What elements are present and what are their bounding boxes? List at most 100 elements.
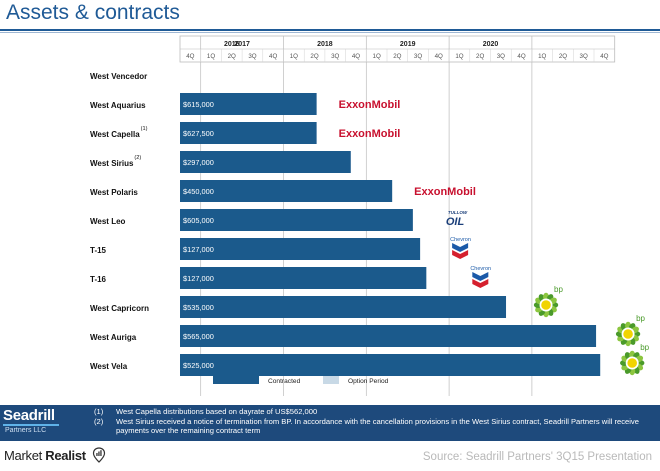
quarter-tick-label: 2Q — [310, 53, 318, 60]
quarter-tick-label: 1Q — [373, 53, 381, 60]
contract-bar — [180, 267, 427, 289]
footnote-text: West Capella distributions based on dayr… — [116, 407, 318, 416]
contract-bar — [180, 354, 601, 376]
dayrate-label: $535,000 — [183, 303, 214, 312]
quarter-tick-label: 2Q — [476, 53, 484, 60]
footnote-1: (1) West Capella distributions based on … — [94, 407, 654, 417]
tullow-logo-top: TULLOW — [448, 210, 468, 215]
quarter-tick-label: 1Q — [290, 53, 298, 60]
title-divider-thin — [0, 32, 660, 33]
footnote-number: (1) — [94, 407, 104, 416]
quarter-tick-label: 3Q — [331, 53, 339, 60]
legend-swatch-contracted — [213, 376, 259, 384]
year-label: 2016 — [224, 41, 240, 48]
rig-name: West Capricorn — [90, 304, 149, 313]
seadrill-logo: Seadrill Partners LLC — [3, 407, 65, 439]
quarter-tick-label: 1Q — [455, 53, 463, 60]
dayrate-label: $605,000 — [183, 216, 214, 225]
legend-label-contracted: Contracted — [268, 378, 301, 385]
footnotes: (1) West Capella distributions based on … — [94, 407, 654, 436]
footer-band — [0, 405, 660, 441]
legend-label-option: Option Period — [348, 378, 389, 385]
dayrate-label: $127,000 — [183, 245, 214, 254]
rig-name: West Aquarius — [90, 101, 146, 110]
rig-name: West Leo — [90, 217, 126, 226]
dayrate-label: $565,000 — [183, 332, 214, 341]
exxonmobil-logo: ExxonMobil — [339, 99, 401, 111]
quarter-tick-label: 1Q — [538, 53, 546, 60]
attribution-bar — [0, 441, 660, 471]
year-label: 2020 — [483, 41, 499, 48]
contract-bar — [180, 325, 597, 347]
quarter-tick-label: 3Q — [580, 53, 588, 60]
rig-name: West Vencedor — [90, 72, 147, 81]
market-realist-logo: Market Realist — [4, 448, 86, 463]
bp-logo-name: bp — [640, 343, 649, 352]
bp-logo-name: bp — [554, 285, 563, 294]
legend-swatch-option — [323, 376, 339, 384]
chevron-logo-icon — [472, 279, 489, 288]
contract-bar — [180, 122, 317, 144]
exxonmobil-logo: ExxonMobil — [414, 186, 476, 198]
seadrill-logo-sub: Partners LLC — [5, 427, 47, 434]
chevron-logo-name: Chevron — [470, 266, 491, 272]
exxonmobil-logo: ExxonMobil — [339, 128, 401, 140]
year-label: 2017 — [234, 41, 250, 48]
chevron-logo-icon — [472, 272, 489, 281]
bp-logo-center — [627, 358, 638, 368]
dayrate-label: $627,500 — [183, 129, 214, 138]
contract-bar — [180, 180, 393, 202]
footnote-text: West Sirius received a notice of termina… — [116, 416, 639, 436]
quarter-tick-label: 4Q — [352, 53, 360, 60]
dayrate-label: $297,000 — [183, 158, 214, 167]
quarter-tick-label: 2Q — [228, 53, 236, 60]
chevron-logo-icon — [452, 243, 469, 252]
rig-footnote: (1) — [141, 126, 148, 132]
quarter-tick-label: 1Q — [207, 53, 215, 60]
rig-name: West Polaris — [90, 188, 138, 197]
quarter-tick-label: 3Q — [414, 53, 422, 60]
rig-name: T-15 — [90, 246, 107, 255]
rig-name: West Sirius — [90, 159, 134, 168]
quarter-tick-label: 2Q — [559, 53, 567, 60]
contract-bar — [180, 296, 507, 318]
footnote-2: (2) West Sirius received a notice of ter… — [94, 417, 654, 436]
year-label: 2018 — [317, 41, 333, 48]
rig-name: T-16 — [90, 275, 107, 284]
bp-logo-name: bp — [636, 314, 645, 323]
contract-bar — [180, 209, 413, 231]
bp-logo-center — [623, 329, 633, 339]
quarter-tick-label: 4Q — [186, 53, 194, 60]
rig-name: West Vela — [90, 362, 128, 371]
chevron-logo-icon — [452, 250, 469, 259]
quarter-tick-label: 3Q — [497, 53, 505, 60]
quarter-tick-label: 4Q — [600, 53, 608, 60]
market-realist-prefix: Market — [4, 448, 46, 463]
dayrate-label: $127,000 — [183, 274, 214, 283]
footnote-number: (2) — [94, 416, 104, 426]
seadrill-logo-name: Seadrill — [3, 407, 55, 424]
bp-logo-center — [541, 300, 551, 310]
quarter-tick-label: 4Q — [435, 53, 443, 60]
dayrate-label: $615,000 — [183, 100, 214, 109]
tullow-logo-mark: OIL — [446, 216, 465, 228]
source-note: Source: Seadrill Partners' 3Q15 Presenta… — [422, 451, 652, 463]
rig-name: West Auriga — [90, 333, 137, 342]
quarter-tick-label: 4Q — [269, 53, 277, 60]
dayrate-label: $450,000 — [183, 187, 214, 196]
rig-footnote: (2) — [134, 155, 141, 161]
year-label: 2019 — [400, 41, 416, 48]
quarter-tick-label: 2Q — [393, 53, 401, 60]
market-realist-pin-icon — [92, 447, 106, 463]
seadrill-logo-wave — [3, 424, 59, 426]
rig-name: West Capella — [90, 130, 140, 139]
quarter-tick-label: 4Q — [517, 53, 525, 60]
chevron-logo-name: Chevron — [450, 237, 471, 243]
contract-bar — [180, 93, 317, 115]
contract-bar — [180, 151, 351, 173]
quarter-tick-label: 3Q — [248, 53, 256, 60]
market-realist-suffix: Realist — [45, 448, 86, 463]
dayrate-label: $525,000 — [183, 361, 214, 370]
page-title: Assets & contracts — [6, 1, 180, 24]
